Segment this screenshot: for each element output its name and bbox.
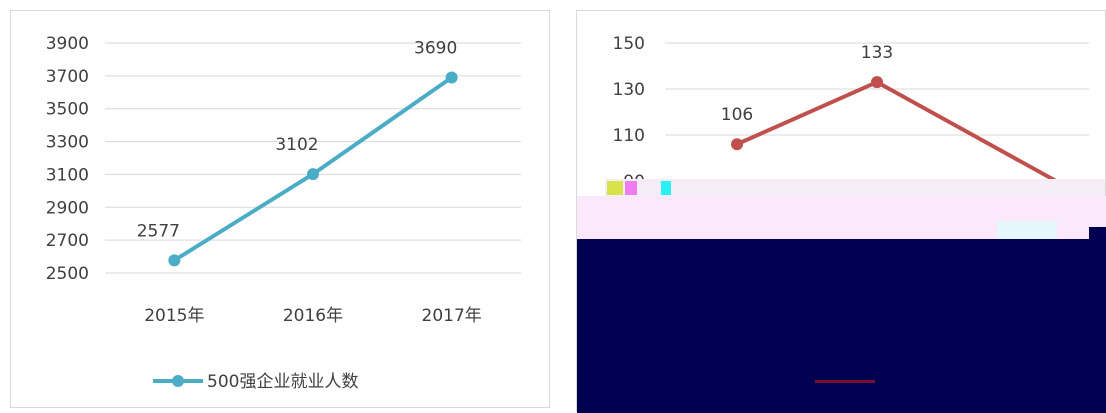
glitch-strip xyxy=(605,179,1105,197)
y-tick-label: 3300 xyxy=(46,133,89,153)
data-point xyxy=(731,138,743,151)
x-tick-label: 2017年 xyxy=(422,306,482,326)
glitch-block-cyan xyxy=(661,181,671,195)
y-tick-label: 2900 xyxy=(46,198,89,218)
y-tick-label: 3900 xyxy=(46,34,89,54)
right-chart-panel: 15013011090106133 xyxy=(576,10,1106,413)
data-point xyxy=(871,76,883,89)
right-line-chart: 15013011090106133 xyxy=(613,34,1089,201)
occluding-panel xyxy=(577,239,1106,413)
series-line xyxy=(736,79,1082,197)
y-tick-label: 2700 xyxy=(46,231,89,251)
x-tick-label: 2016年 xyxy=(283,306,343,326)
data-label: 106 xyxy=(721,105,753,125)
x-tick-label: 2015年 xyxy=(144,306,204,326)
y-tick-label: 3700 xyxy=(46,67,89,87)
y-tick-label: 110 xyxy=(613,126,645,146)
glitch-block-magenta xyxy=(625,181,637,195)
left-line-chart: 3900 3700 3500 3300 3100 2900 2700 2500 2015年 201… xyxy=(46,34,521,392)
data-point xyxy=(307,168,319,181)
glitch-block-yellow xyxy=(607,181,623,195)
data-point xyxy=(168,254,181,267)
y-tick-label: 3500 xyxy=(46,100,89,120)
y-tick-label: 130 xyxy=(613,80,645,100)
legend-label: 500强企业就业人数 xyxy=(207,372,358,392)
glitch-block-light xyxy=(997,221,1057,239)
data-label: 133 xyxy=(861,43,893,63)
data-label: 3690 xyxy=(414,39,457,59)
left-chart-panel: 3900 3700 3500 3300 3100 2900 2700 2500 2015年 201… xyxy=(10,10,550,408)
y-tick-label: 150 xyxy=(613,34,645,54)
y-tick-label: 3100 xyxy=(46,165,89,185)
occluding-step xyxy=(1089,227,1106,241)
legend-marker xyxy=(172,375,184,387)
data-label: 2577 xyxy=(137,221,180,241)
data-label: 3102 xyxy=(275,135,318,155)
data-point xyxy=(445,71,458,84)
legend-fragment xyxy=(815,380,875,383)
y-tick-label: 2500 xyxy=(46,264,89,284)
